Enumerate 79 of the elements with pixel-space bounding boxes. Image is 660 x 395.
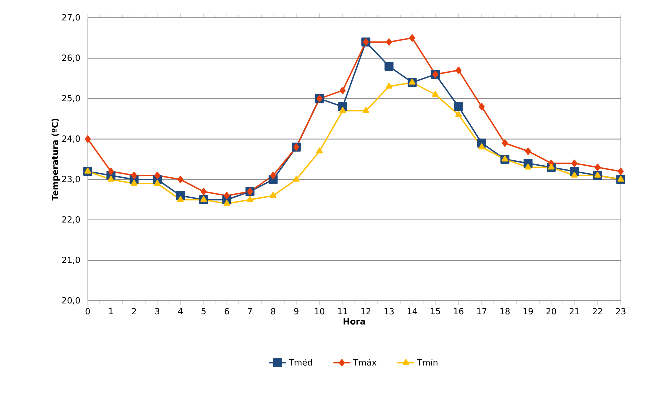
x-tick-label: 22 bbox=[593, 308, 602, 315]
x-tick-label: 19 bbox=[524, 308, 534, 315]
point bbox=[200, 188, 207, 196]
x-tick-label: 18 bbox=[500, 308, 510, 315]
point bbox=[572, 160, 578, 168]
x-tick-label: 23 bbox=[616, 308, 626, 315]
point bbox=[316, 148, 324, 154]
point bbox=[454, 102, 464, 112]
point bbox=[618, 168, 624, 176]
point bbox=[85, 136, 91, 143]
point bbox=[84, 168, 92, 174]
point bbox=[108, 176, 114, 182]
x-tick-label: 7 bbox=[248, 308, 252, 314]
x-tick-label: 17 bbox=[478, 308, 487, 314]
point bbox=[224, 192, 230, 200]
x-tick-label: 1 bbox=[109, 308, 114, 314]
y-tick-label: 21,0 bbox=[62, 256, 80, 264]
x-tick-label: 5 bbox=[202, 308, 206, 315]
point bbox=[456, 111, 462, 118]
y-axis-title: Temperatura (ºC) bbox=[52, 118, 60, 201]
point bbox=[410, 34, 416, 42]
point bbox=[362, 107, 370, 114]
point bbox=[108, 168, 114, 176]
point bbox=[246, 196, 254, 202]
point bbox=[384, 62, 394, 71]
point bbox=[178, 176, 184, 184]
y-tick-label: 22,0 bbox=[62, 216, 80, 224]
point bbox=[548, 164, 555, 170]
point bbox=[432, 91, 439, 98]
point bbox=[618, 176, 624, 182]
point bbox=[131, 172, 138, 180]
x-tick-label: 9 bbox=[294, 308, 299, 315]
point bbox=[224, 200, 230, 206]
point bbox=[340, 107, 346, 114]
y-tick-label: 25,0 bbox=[62, 95, 80, 102]
y-tick-label: 27,0 bbox=[62, 14, 80, 22]
point bbox=[270, 172, 276, 180]
legend-label: Tmín bbox=[417, 358, 438, 366]
x-tick-label: 15 bbox=[431, 308, 440, 315]
y-tick-label: 24,0 bbox=[62, 136, 80, 143]
point bbox=[340, 87, 346, 94]
point bbox=[386, 83, 393, 89]
point bbox=[594, 164, 601, 172]
y-tick-label: 23,0 bbox=[62, 176, 80, 184]
point bbox=[270, 192, 277, 198]
x-tick-label: 16 bbox=[454, 308, 464, 315]
point bbox=[293, 176, 300, 182]
x-axis-title: Hora bbox=[344, 318, 366, 325]
point bbox=[386, 38, 392, 46]
x-tick-label: 4 bbox=[178, 308, 183, 314]
point bbox=[525, 164, 532, 170]
legend-label: Tméd bbox=[288, 358, 312, 366]
x-tick-label: 10 bbox=[315, 308, 325, 315]
x-tick-label: 11 bbox=[338, 308, 348, 314]
point bbox=[502, 140, 508, 148]
legend-label: Tmáx bbox=[353, 358, 377, 366]
point bbox=[594, 172, 602, 178]
x-tick-label: 14 bbox=[408, 308, 418, 314]
point bbox=[154, 180, 161, 186]
x-tick-label: 2 bbox=[132, 308, 136, 315]
x-tick-label: 3 bbox=[155, 308, 160, 315]
x-tick-label: 6 bbox=[224, 308, 230, 315]
x-tick-label: 20 bbox=[546, 308, 556, 315]
point bbox=[456, 66, 462, 74]
x-tick-label: 0 bbox=[86, 308, 90, 315]
point bbox=[478, 144, 486, 150]
y-tick-label: 26,0 bbox=[62, 54, 80, 62]
point bbox=[154, 172, 160, 180]
x-tick-label: 21 bbox=[570, 308, 580, 315]
x-tick-label: 12 bbox=[362, 308, 371, 315]
point bbox=[177, 196, 184, 202]
point bbox=[409, 79, 416, 85]
x-tick-label: 8 bbox=[271, 308, 276, 315]
y-tick-label: 20,0 bbox=[62, 297, 80, 305]
point bbox=[525, 148, 532, 156]
point bbox=[479, 103, 485, 111]
point bbox=[571, 172, 578, 178]
x-tick-label: 13 bbox=[384, 308, 394, 315]
point bbox=[131, 180, 138, 186]
